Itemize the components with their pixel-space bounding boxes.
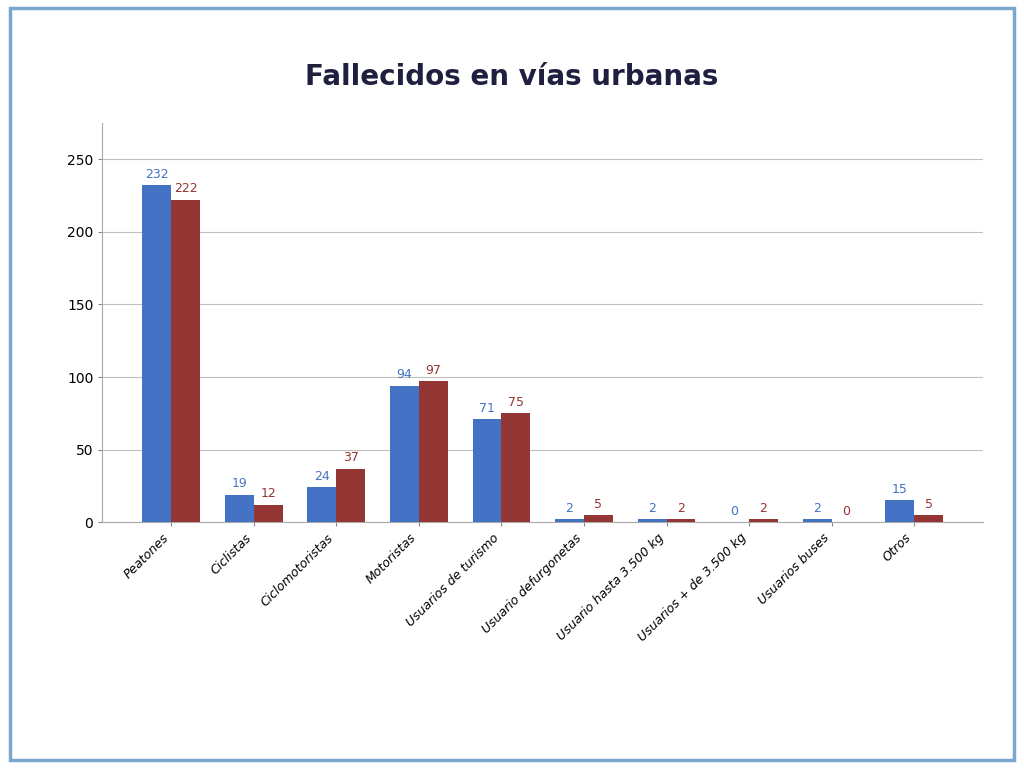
Text: 2: 2	[565, 502, 573, 515]
Text: 2: 2	[813, 502, 821, 515]
Bar	[749, 519, 778, 522]
Text: 75: 75	[508, 396, 524, 409]
Text: 0: 0	[730, 505, 738, 518]
Bar	[638, 519, 667, 522]
Text: 5: 5	[594, 498, 602, 511]
Text: 5: 5	[925, 498, 933, 511]
Bar	[667, 519, 695, 522]
Text: 24: 24	[314, 470, 330, 483]
Bar	[803, 519, 831, 522]
Bar	[885, 501, 914, 522]
Text: 71: 71	[479, 402, 495, 415]
Bar	[472, 419, 502, 522]
Bar	[171, 200, 201, 522]
Bar	[142, 185, 171, 522]
Bar	[584, 515, 613, 522]
Text: 0: 0	[842, 505, 850, 518]
Text: Fallecidos en vías urbanas: Fallecidos en vías urbanas	[305, 63, 719, 91]
Text: 232: 232	[145, 168, 169, 181]
Text: 97: 97	[425, 364, 441, 377]
Bar	[502, 413, 530, 522]
Text: 37: 37	[343, 451, 358, 464]
Bar	[390, 386, 419, 522]
Text: 2: 2	[677, 502, 685, 515]
Bar	[254, 505, 283, 522]
Text: 222: 222	[174, 183, 198, 196]
Bar	[307, 488, 337, 522]
Bar	[419, 382, 447, 522]
Bar	[337, 468, 366, 522]
Text: 2: 2	[648, 502, 656, 515]
Text: 12: 12	[260, 488, 276, 501]
Bar	[914, 515, 943, 522]
Text: 15: 15	[892, 483, 907, 496]
Bar	[555, 519, 584, 522]
Text: 19: 19	[231, 477, 247, 490]
Text: 2: 2	[760, 502, 767, 515]
Text: 94: 94	[396, 369, 413, 382]
Bar	[225, 495, 254, 522]
